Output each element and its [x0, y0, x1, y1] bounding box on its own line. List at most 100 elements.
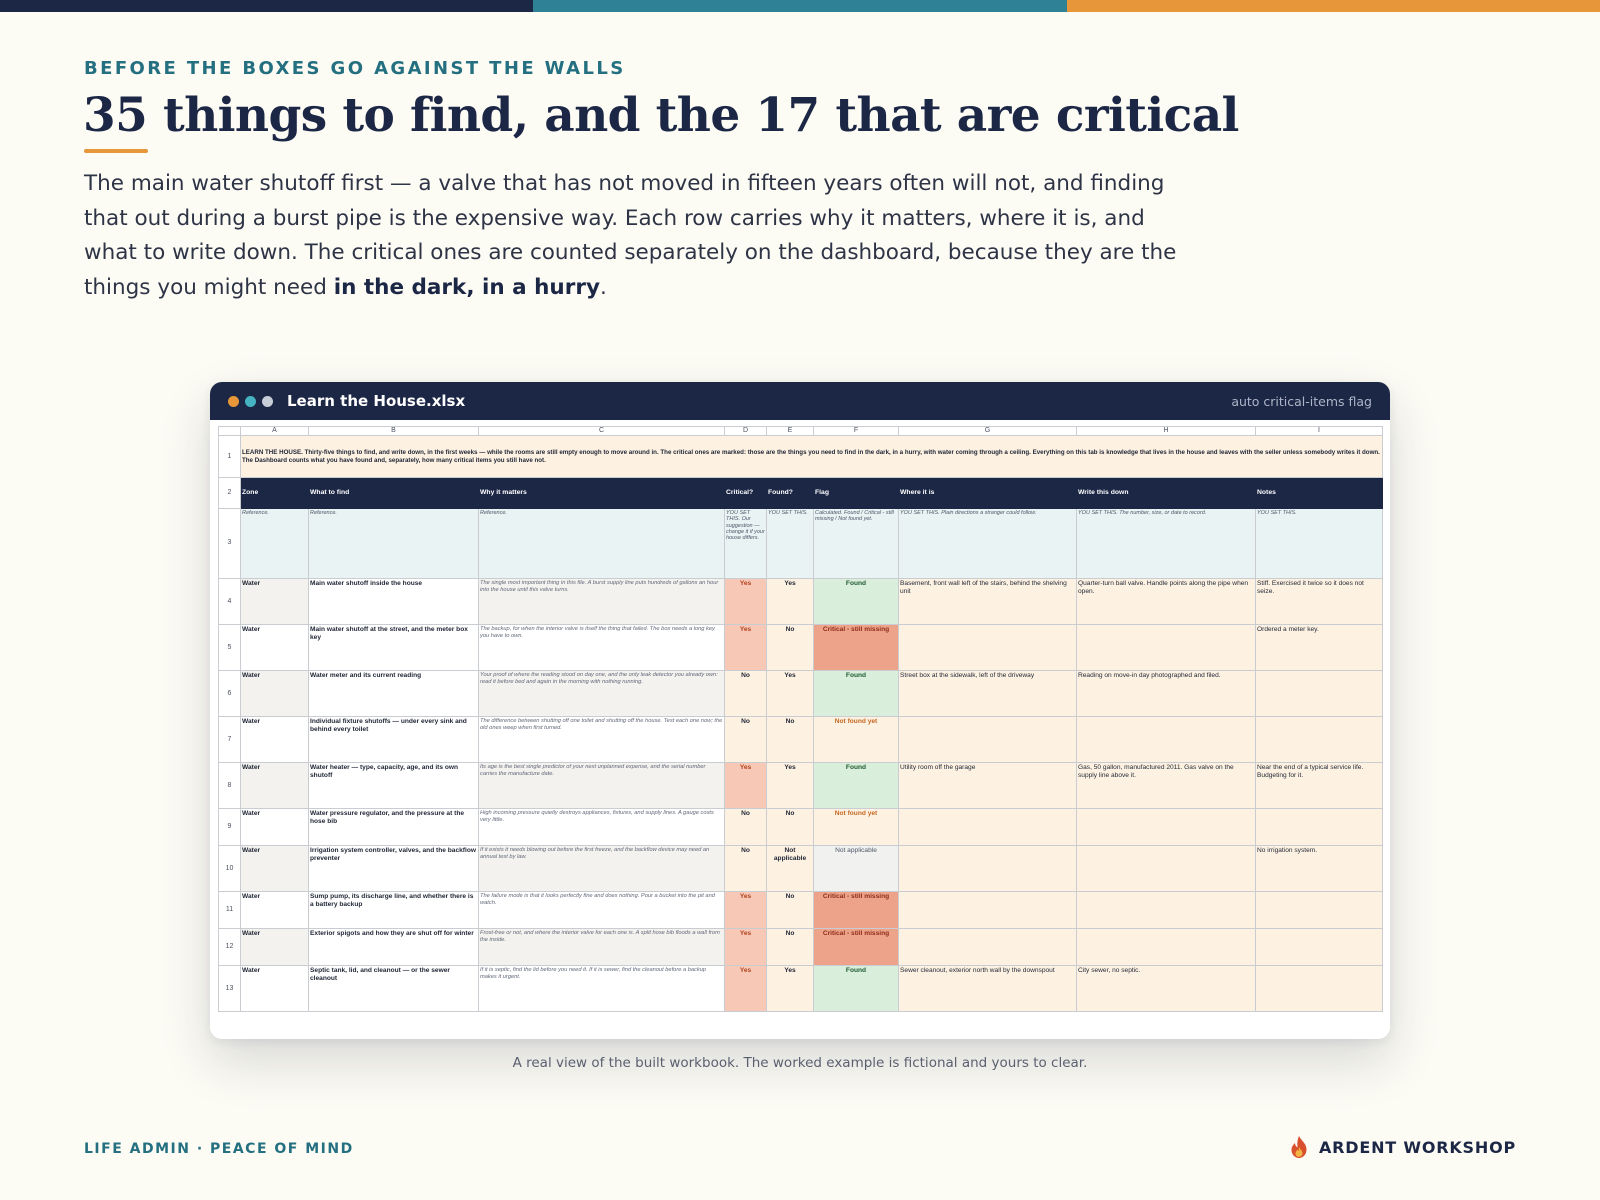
where-it-is-cell[interactable]	[898, 716, 1077, 763]
flag-cell[interactable]: Not found yet	[813, 716, 899, 763]
row-number[interactable]: 6	[218, 670, 241, 717]
write-this-down-cell[interactable]: Reading on move-in day photographed and …	[1076, 670, 1256, 717]
zone-cell[interactable]: Water	[240, 762, 309, 809]
zone-cell[interactable]: Water	[240, 891, 309, 929]
flag-cell[interactable]: Critical - still missing	[813, 624, 899, 671]
flag-cell[interactable]: Not found yet	[813, 808, 899, 846]
what-to-find-cell[interactable]: Water meter and its current reading	[308, 670, 479, 717]
found-cell[interactable]: No	[766, 891, 814, 929]
column-header[interactable]: E	[766, 426, 814, 436]
found-cell[interactable]: No	[766, 808, 814, 846]
why-it-matters-cell[interactable]: The backup, for when the interior valve …	[478, 624, 725, 671]
critical-cell[interactable]: No	[724, 716, 767, 763]
notes-cell[interactable]	[1255, 716, 1383, 763]
found-cell[interactable]: No	[766, 928, 814, 966]
what-to-find-cell[interactable]: Main water shutoff inside the house	[308, 578, 479, 625]
zone-cell[interactable]: Water	[240, 624, 309, 671]
flag-cell[interactable]: Found	[813, 578, 899, 625]
write-this-down-cell[interactable]	[1076, 624, 1256, 671]
column-header[interactable]: H	[1076, 426, 1256, 436]
notes-cell[interactable]	[1255, 808, 1383, 846]
header-cell[interactable]: Why it matters	[478, 477, 725, 509]
found-cell[interactable]: No	[766, 624, 814, 671]
zone-cell[interactable]: Water	[240, 578, 309, 625]
row-number[interactable]: 11	[218, 891, 241, 929]
header-cell[interactable]: Where it is	[898, 477, 1077, 509]
zone-cell[interactable]: Water	[240, 965, 309, 1012]
notes-cell[interactable]	[1255, 928, 1383, 966]
critical-cell[interactable]: Yes	[724, 762, 767, 809]
found-cell[interactable]: Yes	[766, 578, 814, 625]
column-header[interactable]: G	[898, 426, 1077, 436]
write-this-down-cell[interactable]	[1076, 928, 1256, 966]
instruction-cell[interactable]: YOU SET THIS.	[1255, 508, 1383, 579]
header-cell[interactable]: Flag	[813, 477, 899, 509]
what-to-find-cell[interactable]: Septic tank, lid, and cleanout — or the …	[308, 965, 479, 1012]
flag-cell[interactable]: Found	[813, 670, 899, 717]
critical-cell[interactable]: Yes	[724, 624, 767, 671]
instruction-cell[interactable]: YOU SET THIS. The number, size, or date …	[1076, 508, 1256, 579]
where-it-is-cell[interactable]	[898, 891, 1077, 929]
where-it-is-cell[interactable]	[898, 808, 1077, 846]
row-number[interactable]: 9	[218, 808, 241, 846]
row-number[interactable]: 13	[218, 965, 241, 1012]
notes-cell[interactable]: Stiff. Exercised it twice so it does not…	[1255, 578, 1383, 625]
header-cell[interactable]: What to find	[308, 477, 479, 509]
row-number[interactable]: 3	[218, 508, 241, 579]
found-cell[interactable]: Yes	[766, 965, 814, 1012]
notes-cell[interactable]	[1255, 670, 1383, 717]
column-header[interactable]: F	[813, 426, 899, 436]
row-number[interactable]: 5	[218, 624, 241, 671]
write-this-down-cell[interactable]: City sewer, no septic.	[1076, 965, 1256, 1012]
where-it-is-cell[interactable]	[898, 928, 1077, 966]
write-this-down-cell[interactable]	[1076, 716, 1256, 763]
critical-cell[interactable]: Yes	[724, 965, 767, 1012]
instruction-cell[interactable]: YOU SET THIS.	[766, 508, 814, 579]
write-this-down-cell[interactable]	[1076, 845, 1256, 892]
zone-cell[interactable]: Water	[240, 808, 309, 846]
column-header[interactable]: I	[1255, 426, 1383, 436]
critical-cell[interactable]: Yes	[724, 578, 767, 625]
zone-cell[interactable]: Water	[240, 670, 309, 717]
notes-cell[interactable]: No irrigation system.	[1255, 845, 1383, 892]
row-number[interactable]: 8	[218, 762, 241, 809]
instruction-cell[interactable]: YOU SET THIS. Plain directions a strange…	[898, 508, 1077, 579]
why-it-matters-cell[interactable]: If it exists it needs blowing out before…	[478, 845, 725, 892]
column-header[interactable]: C	[478, 426, 725, 436]
critical-cell[interactable]: Yes	[724, 891, 767, 929]
critical-cell[interactable]: Yes	[724, 928, 767, 966]
orange-dot-icon[interactable]	[228, 395, 239, 407]
what-to-find-cell[interactable]: Water pressure regulator, and the pressu…	[308, 808, 479, 846]
why-it-matters-cell[interactable]: The single most important thing in this …	[478, 578, 725, 625]
instruction-cell[interactable]: Reference.	[478, 508, 725, 579]
where-it-is-cell[interactable]	[898, 624, 1077, 671]
what-to-find-cell[interactable]: Individual fixture shutoffs — under ever…	[308, 716, 479, 763]
why-it-matters-cell[interactable]: Its age is the best single predictor of …	[478, 762, 725, 809]
found-cell[interactable]: Yes	[766, 762, 814, 809]
instruction-cell[interactable]: Reference.	[240, 508, 309, 579]
where-it-is-cell[interactable]: Basement, front wall left of the stairs,…	[898, 578, 1077, 625]
header-cell[interactable]: Notes	[1255, 477, 1383, 509]
what-to-find-cell[interactable]: Irrigation system controller, valves, an…	[308, 845, 479, 892]
write-this-down-cell[interactable]: Gas, 50 gallon, manufactured 2011. Gas v…	[1076, 762, 1256, 809]
why-it-matters-cell[interactable]: Your proof of where the reading stood on…	[478, 670, 725, 717]
corner-cell[interactable]	[218, 426, 241, 436]
zone-cell[interactable]: Water	[240, 928, 309, 966]
flag-cell[interactable]: Found	[813, 965, 899, 1012]
what-to-find-cell[interactable]: Sump pump, its discharge line, and wheth…	[308, 891, 479, 929]
zone-cell[interactable]: Water	[240, 845, 309, 892]
row-number[interactable]: 1	[218, 435, 241, 478]
column-header[interactable]: D	[724, 426, 767, 436]
header-cell[interactable]: Critical?	[724, 477, 767, 509]
found-cell[interactable]: Yes	[766, 670, 814, 717]
why-it-matters-cell[interactable]: The difference between shutting off one …	[478, 716, 725, 763]
banner-cell[interactable]: LEARN THE HOUSE. Thirty-five things to f…	[240, 435, 1383, 478]
what-to-find-cell[interactable]: Main water shutoff at the street, and th…	[308, 624, 479, 671]
header-cell[interactable]: Found?	[766, 477, 814, 509]
flag-cell[interactable]: Critical - still missing	[813, 891, 899, 929]
notes-cell[interactable]: Near the end of a typical service life. …	[1255, 762, 1383, 809]
critical-cell[interactable]: No	[724, 845, 767, 892]
row-number[interactable]: 2	[218, 477, 241, 509]
why-it-matters-cell[interactable]: Frost-free or not, and where the interio…	[478, 928, 725, 966]
row-number[interactable]: 10	[218, 845, 241, 892]
